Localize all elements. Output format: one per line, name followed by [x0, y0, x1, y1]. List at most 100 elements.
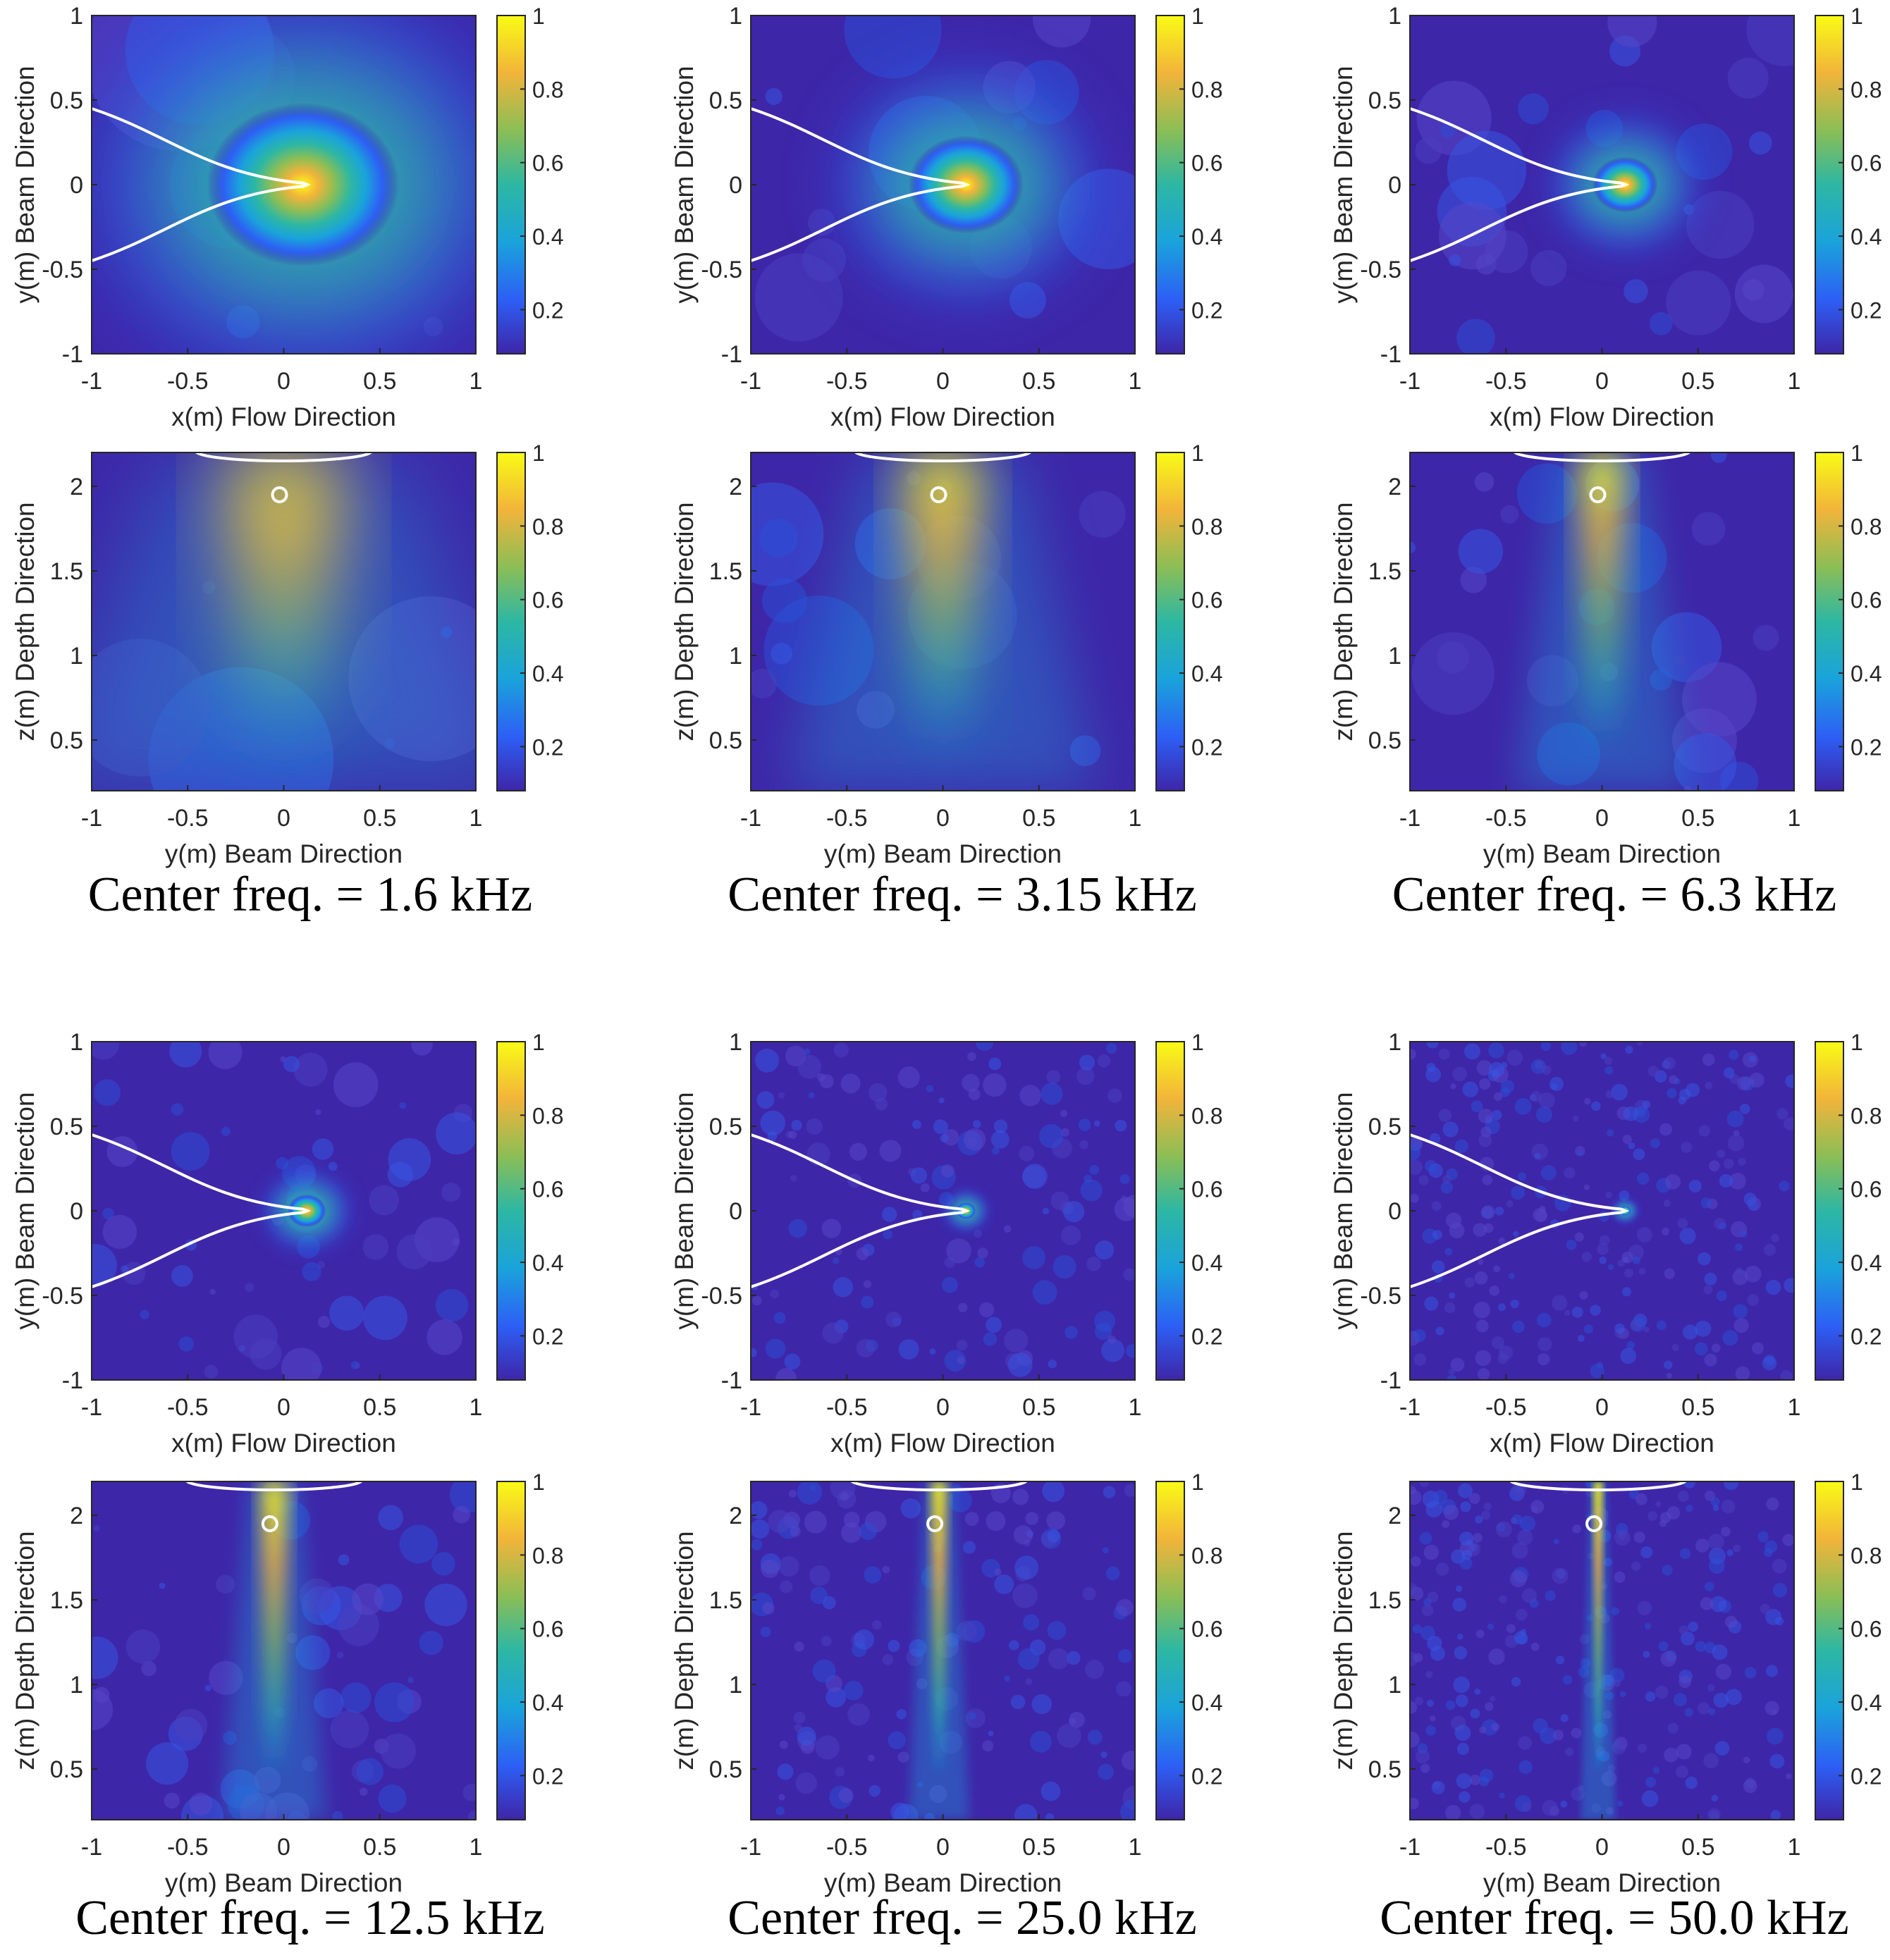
- texture-speckle: [1667, 1506, 1681, 1520]
- texture-speckle: [1094, 1322, 1112, 1340]
- colorbar-tick-label: 1: [1851, 4, 1863, 29]
- texture-speckle: [1410, 1701, 1418, 1714]
- texture-speckle: [1632, 1256, 1640, 1265]
- texture-speckle: [1677, 1490, 1689, 1502]
- y-tick-label: -0.5: [1360, 1283, 1401, 1309]
- texture-speckle: [938, 1097, 945, 1104]
- texture-speckle: [1022, 1164, 1048, 1189]
- texture-speckle: [1121, 1751, 1135, 1770]
- texture-speckle: [1607, 16, 1657, 47]
- texture-speckle: [92, 1244, 117, 1287]
- texture-speckle: [1449, 254, 1461, 266]
- texture-speckle: [1452, 1066, 1468, 1082]
- texture-speckle: [777, 1763, 794, 1780]
- texture-speckle: [807, 208, 835, 236]
- y-tick-label: 1: [1388, 1029, 1401, 1056]
- texture-speckle: [1753, 624, 1779, 651]
- texture-speckle: [1555, 1656, 1565, 1665]
- texture-speckle: [1677, 1218, 1688, 1229]
- texture-speckle: [1599, 1235, 1610, 1246]
- airfoil-outline: [92, 1133, 312, 1288]
- y-tick-label: 0.5: [709, 87, 742, 114]
- x-tick-label: -1: [81, 1394, 102, 1421]
- texture-speckle: [788, 1489, 797, 1498]
- texture-speckle: [1733, 1317, 1749, 1333]
- texture-speckle: [1628, 1142, 1636, 1150]
- texture-speckle: [1042, 1481, 1065, 1503]
- y-tick-label: 1: [729, 3, 742, 30]
- texture-speckle: [994, 1568, 1002, 1576]
- texture-speckle: [1480, 1126, 1492, 1138]
- texture-speckle: [204, 1364, 219, 1379]
- texture-speckle: [1022, 1246, 1046, 1269]
- texture-speckle: [1497, 1303, 1506, 1312]
- texture-speckle: [780, 1580, 793, 1594]
- texture-speckle: [1445, 1804, 1461, 1820]
- texture-speckle: [1410, 1048, 1416, 1060]
- beam: [230, 452, 338, 740]
- texture-speckle: [775, 1368, 797, 1380]
- texture-speckle: [1425, 1725, 1436, 1736]
- colorbar-tick-label: 0.6: [1191, 151, 1222, 176]
- texture-speckle: [1636, 1227, 1652, 1243]
- texture-speckle: [1621, 1287, 1631, 1297]
- texture-speckle: [1047, 1620, 1067, 1640]
- yz-map-50khz: -1 -0.5 0 0.5 1 0.5 1 1.5 2 y(m) Beam Direction z(…: [1329, 1469, 1882, 1897]
- texture-speckle: [1445, 1700, 1456, 1711]
- texture-speckle: [1475, 1515, 1483, 1524]
- colorbar: [1815, 1041, 1844, 1381]
- texture-speckle: [1611, 1607, 1620, 1615]
- colorbar: [496, 1481, 526, 1820]
- texture-speckle: [1410, 1556, 1421, 1567]
- texture-speckle: [1046, 1070, 1061, 1084]
- texture-speckle: [963, 1128, 986, 1151]
- texture-speckle: [1662, 1227, 1670, 1235]
- texture-speckle: [988, 1730, 994, 1737]
- texture-speckle: [189, 1792, 213, 1816]
- texture-speckle: [1116, 1681, 1131, 1697]
- texture-speckle: [1783, 1117, 1794, 1131]
- colorbar-tick-label: 0.4: [1191, 1690, 1222, 1715]
- texture-speckle: [1438, 1109, 1452, 1122]
- colorbar-tick-label: 0.8: [532, 77, 563, 102]
- texture-speckle: [1752, 1342, 1764, 1355]
- texture-speckle: [795, 1772, 817, 1794]
- y-axis-label: y(m) Beam Direction: [1329, 1092, 1358, 1329]
- texture-speckle: [760, 1110, 786, 1136]
- texture-speckle: [1722, 1330, 1738, 1346]
- texture-speckle: [964, 1512, 979, 1527]
- texture-speckle: [1410, 1731, 1420, 1748]
- texture-speckle: [1479, 1078, 1491, 1090]
- y-tick-label: 0.5: [50, 87, 83, 114]
- colorbar-tick-label: 0.2: [1851, 734, 1882, 760]
- texture-speckle: [125, 1629, 161, 1664]
- x-tick-label: 1: [470, 1394, 483, 1421]
- texture-speckle: [1746, 16, 1794, 66]
- nozzle-outline: [195, 452, 373, 462]
- texture-speckle: [1633, 1148, 1645, 1161]
- xy-map-12.5khz: -1 -0.5 0 0.5 1 -1 -0.5 0 0.5 1 x(m) Flow Directio…: [11, 1029, 563, 1457]
- texture-speckle: [1481, 1205, 1495, 1219]
- x-tick-label: 1: [1129, 805, 1142, 832]
- x-tick-label: -0.5: [167, 1834, 209, 1861]
- texture-speckle: [1717, 1149, 1726, 1158]
- texture-speckle: [1537, 1312, 1552, 1328]
- y-tick-label: 1: [70, 1672, 83, 1699]
- y-tick-label: 1: [729, 1029, 742, 1056]
- colorbar-tick-label: 0.8: [532, 514, 563, 539]
- texture-speckle: [1540, 1165, 1557, 1181]
- y-tick-label: 1: [1388, 3, 1401, 30]
- texture-speckle: [1711, 1343, 1721, 1353]
- texture-speckle: [1671, 1343, 1679, 1352]
- texture-speckle: [1079, 491, 1126, 538]
- texture-speckle: [1748, 1201, 1758, 1211]
- texture-speckle: [1119, 1173, 1130, 1185]
- texture-speckle: [1581, 1252, 1592, 1262]
- texture-speckle: [1702, 1053, 1715, 1066]
- texture-speckle: [1030, 1730, 1052, 1753]
- texture-speckle: [1483, 1223, 1494, 1233]
- texture-speckle: [1611, 1083, 1628, 1101]
- texture-speckle: [1463, 1043, 1480, 1060]
- texture-speckle: [879, 1140, 902, 1162]
- x-tick-label: -0.5: [1485, 1834, 1527, 1861]
